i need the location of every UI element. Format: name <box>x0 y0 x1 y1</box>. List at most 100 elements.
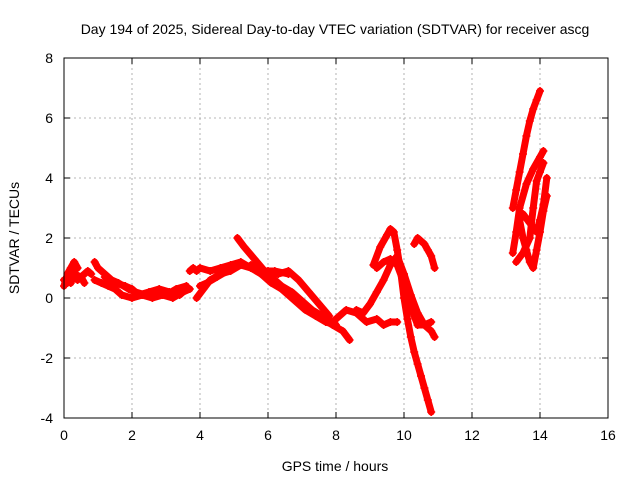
y-tick-label: -4 <box>41 410 54 426</box>
data-point <box>223 267 232 275</box>
data-point <box>345 336 354 344</box>
data-point <box>430 333 439 341</box>
data-point <box>529 105 538 113</box>
x-axis-label: GPS time / hours <box>282 458 389 474</box>
data-point <box>539 159 548 167</box>
data-point <box>393 318 402 326</box>
axis-ticks: 0 2 4 6 8 10 12 14 16 -4 -2 0 2 4 6 8 <box>41 50 616 443</box>
data-point <box>240 243 249 251</box>
y-tick-label: 8 <box>45 50 53 66</box>
data-point <box>318 315 327 323</box>
data-point <box>512 186 521 194</box>
data-point <box>70 258 79 266</box>
chart-title: Day 194 of 2025, Sidereal Day-to-day VTE… <box>81 21 590 37</box>
data-point <box>359 309 368 317</box>
data-point <box>532 177 541 185</box>
data-point <box>206 267 215 275</box>
plot-frame <box>63 57 609 419</box>
data-point <box>539 201 548 209</box>
data-point <box>406 303 415 311</box>
data-point <box>128 285 136 293</box>
data-point <box>325 312 334 320</box>
data-point <box>175 291 184 299</box>
data-point <box>192 294 201 302</box>
data-point <box>536 153 544 161</box>
data-point <box>539 147 548 155</box>
data-point <box>90 276 99 284</box>
data-point <box>413 360 422 368</box>
data-point <box>376 243 385 251</box>
data-point <box>342 306 351 314</box>
data-point <box>134 291 143 299</box>
data-point <box>100 273 109 281</box>
grid-lines <box>64 58 608 418</box>
data-point <box>362 318 371 326</box>
data-point <box>328 321 337 329</box>
data-point <box>427 318 436 326</box>
data-point <box>155 285 164 293</box>
data-point <box>522 246 531 254</box>
data-point <box>111 279 119 287</box>
y-tick-label: 6 <box>45 110 53 126</box>
data-point <box>515 216 524 224</box>
data-trace <box>101 273 190 299</box>
data-point <box>182 285 191 293</box>
x-tick-label: 6 <box>264 427 272 443</box>
data-point <box>66 279 75 287</box>
x-tick-label: 0 <box>60 427 68 443</box>
data-trace <box>369 225 435 416</box>
data-point <box>529 165 538 173</box>
data-point <box>257 270 266 278</box>
data-point <box>315 300 323 308</box>
data-point <box>236 261 245 269</box>
data-point <box>536 87 544 95</box>
data-point <box>522 132 531 140</box>
data-point <box>372 288 381 296</box>
y-tick-label: -2 <box>41 350 54 366</box>
data-point <box>298 300 306 308</box>
data-point <box>274 270 283 278</box>
data-trace <box>519 174 551 236</box>
data-point <box>121 282 130 290</box>
data-point <box>519 210 527 218</box>
data-point <box>536 168 544 176</box>
data-point <box>379 258 388 266</box>
data-point <box>410 240 419 248</box>
data-point <box>515 204 524 212</box>
data-point <box>406 333 415 341</box>
data-point <box>420 321 429 329</box>
x-tick-label: 10 <box>396 427 412 443</box>
data-point <box>430 264 439 272</box>
data-point <box>393 261 402 269</box>
data-point <box>230 264 238 272</box>
data-point <box>80 279 89 287</box>
data-point <box>250 255 259 263</box>
x-tick-label: 4 <box>196 427 204 443</box>
data-point <box>196 282 204 290</box>
data-point <box>379 276 388 284</box>
data-point <box>515 168 524 176</box>
data-point <box>403 315 412 323</box>
data-point <box>117 291 126 299</box>
data-point <box>417 372 425 380</box>
y-axis-label: SDTVAR / TECUs <box>6 182 22 294</box>
data-point <box>386 255 395 263</box>
data-point <box>308 309 317 317</box>
data-point <box>542 174 551 182</box>
data-series <box>60 87 551 416</box>
data-point <box>427 327 436 335</box>
y-tick-label: 2 <box>45 230 53 246</box>
data-point <box>400 279 408 287</box>
data-point <box>267 279 276 287</box>
data-point <box>536 216 544 224</box>
data-point <box>519 234 527 242</box>
data-point <box>423 246 432 254</box>
x-tick-label: 8 <box>332 427 340 443</box>
data-point <box>423 396 432 404</box>
data-point <box>413 321 422 329</box>
data-point <box>532 228 541 236</box>
data-point <box>372 315 381 323</box>
data-point <box>379 321 388 329</box>
